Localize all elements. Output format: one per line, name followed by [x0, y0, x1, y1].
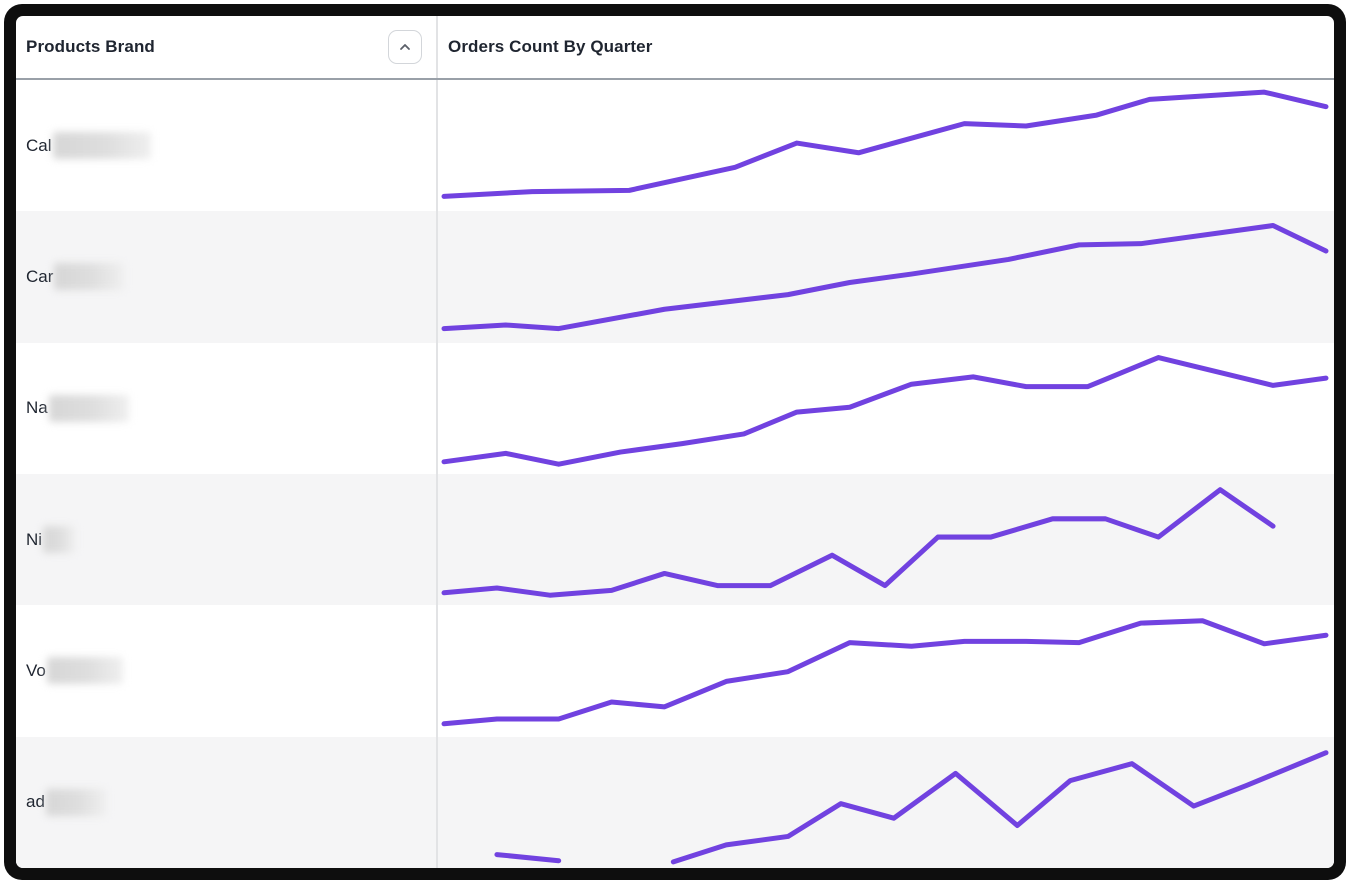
- brand-cell[interactable]: Na: [16, 343, 436, 474]
- brand-cell[interactable]: Car: [16, 211, 436, 342]
- redacted-text: [45, 788, 106, 816]
- sparkline-chart: [494, 749, 1329, 865]
- column-divider: [436, 16, 438, 868]
- table: Products Brand Orders Count By Quarter C…: [16, 16, 1334, 868]
- orders-count-header-label: Orders Count By Quarter: [448, 37, 653, 56]
- brand-label: Ni: [26, 529, 43, 549]
- column-header-orders-count: Orders Count By Quarter: [436, 37, 1334, 57]
- table-row[interactable]: ad: [16, 736, 1334, 868]
- redacted-text: [46, 657, 123, 685]
- redacted-text: [43, 526, 76, 554]
- redacted-text: [52, 132, 151, 160]
- sparkline-cell[interactable]: [436, 80, 1334, 211]
- brand-label: ad: [26, 792, 45, 812]
- brand-label: Na: [26, 398, 48, 418]
- redacted-text: [54, 263, 125, 291]
- sparkline-chart: [441, 354, 1329, 467]
- table-row[interactable]: Car: [16, 211, 1334, 343]
- table-row[interactable]: Ni: [16, 473, 1334, 606]
- table-header: Products Brand Orders Count By Quarter: [16, 16, 1334, 80]
- sparkline-cell[interactable]: [436, 737, 1334, 868]
- brand-label: Cal: [26, 135, 52, 155]
- brand-label: Vo: [26, 660, 46, 680]
- sort-direction-button[interactable]: [388, 30, 422, 64]
- products-brand-header-label: Products Brand: [26, 37, 155, 56]
- table-body: Cal Car Na: [16, 80, 1334, 868]
- sparkline-chart: [441, 89, 1329, 199]
- chevron-up-icon: [397, 39, 413, 55]
- sparkline-chart: [441, 223, 1329, 332]
- table-row[interactable]: Vo: [16, 605, 1334, 736]
- brand-cell[interactable]: Ni: [16, 474, 436, 605]
- table-row[interactable]: Cal: [16, 80, 1334, 211]
- sparkline-cell[interactable]: [436, 211, 1334, 342]
- column-header-products-brand: Products Brand: [16, 30, 436, 64]
- table-row[interactable]: Na: [16, 343, 1334, 474]
- brand-cell[interactable]: Cal: [16, 80, 436, 211]
- redacted-text: [48, 394, 129, 422]
- brand-cell[interactable]: ad: [16, 737, 436, 868]
- sparkline-cell[interactable]: [436, 343, 1334, 474]
- window-frame: Products Brand Orders Count By Quarter C…: [4, 4, 1346, 880]
- sparkline-cell[interactable]: [436, 474, 1334, 605]
- brand-cell[interactable]: Vo: [16, 605, 436, 736]
- sparkline-chart: [441, 487, 1276, 598]
- brand-label: Car: [26, 266, 54, 286]
- sparkline-chart: [441, 618, 1329, 727]
- sparkline-cell[interactable]: [436, 605, 1334, 736]
